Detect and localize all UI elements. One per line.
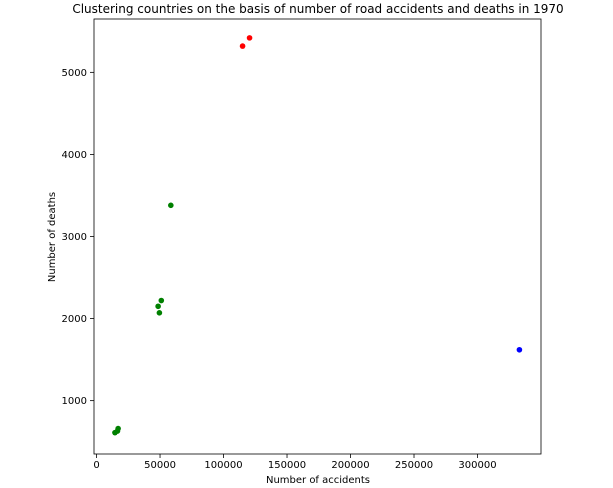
scatter-point	[516, 346, 523, 353]
scatter-point	[168, 202, 174, 209]
y-tick-label: 5000	[62, 68, 87, 79]
x-tick-label: 300000	[458, 460, 496, 471]
plot-area-frame	[93, 18, 542, 455]
y-tick-label: 2000	[62, 314, 87, 325]
x-tick-label: 250000	[395, 460, 433, 471]
data-points	[112, 35, 523, 436]
x-axis-ticks: 0 50000 100000 150000 200000 250000 300000	[93, 454, 497, 471]
x-tick-label: 100000	[204, 460, 242, 471]
scatter-point	[155, 303, 161, 310]
scatter-point	[156, 310, 163, 316]
x-tick-label: 200000	[331, 460, 369, 471]
x-tick-label: 0	[93, 460, 99, 471]
y-tick-label: 3000	[62, 232, 87, 243]
y-axis-label: Number of deaths	[47, 192, 58, 282]
scatter-point	[158, 297, 165, 304]
y-tick-label: 1000	[62, 396, 87, 407]
y-tick-label: 4000	[62, 150, 87, 161]
scatter-point	[239, 43, 246, 49]
y-axis-ticks: 1000 2000 3000 4000 5000	[62, 68, 94, 407]
x-axis-label: Number of accidents	[266, 475, 370, 486]
chart-title: Clustering countries on the basis of num…	[72, 2, 563, 16]
scatter-point	[112, 429, 118, 436]
scatter-point	[246, 35, 253, 41]
x-tick-label: 50000	[144, 460, 176, 471]
x-tick-label: 150000	[268, 460, 306, 471]
